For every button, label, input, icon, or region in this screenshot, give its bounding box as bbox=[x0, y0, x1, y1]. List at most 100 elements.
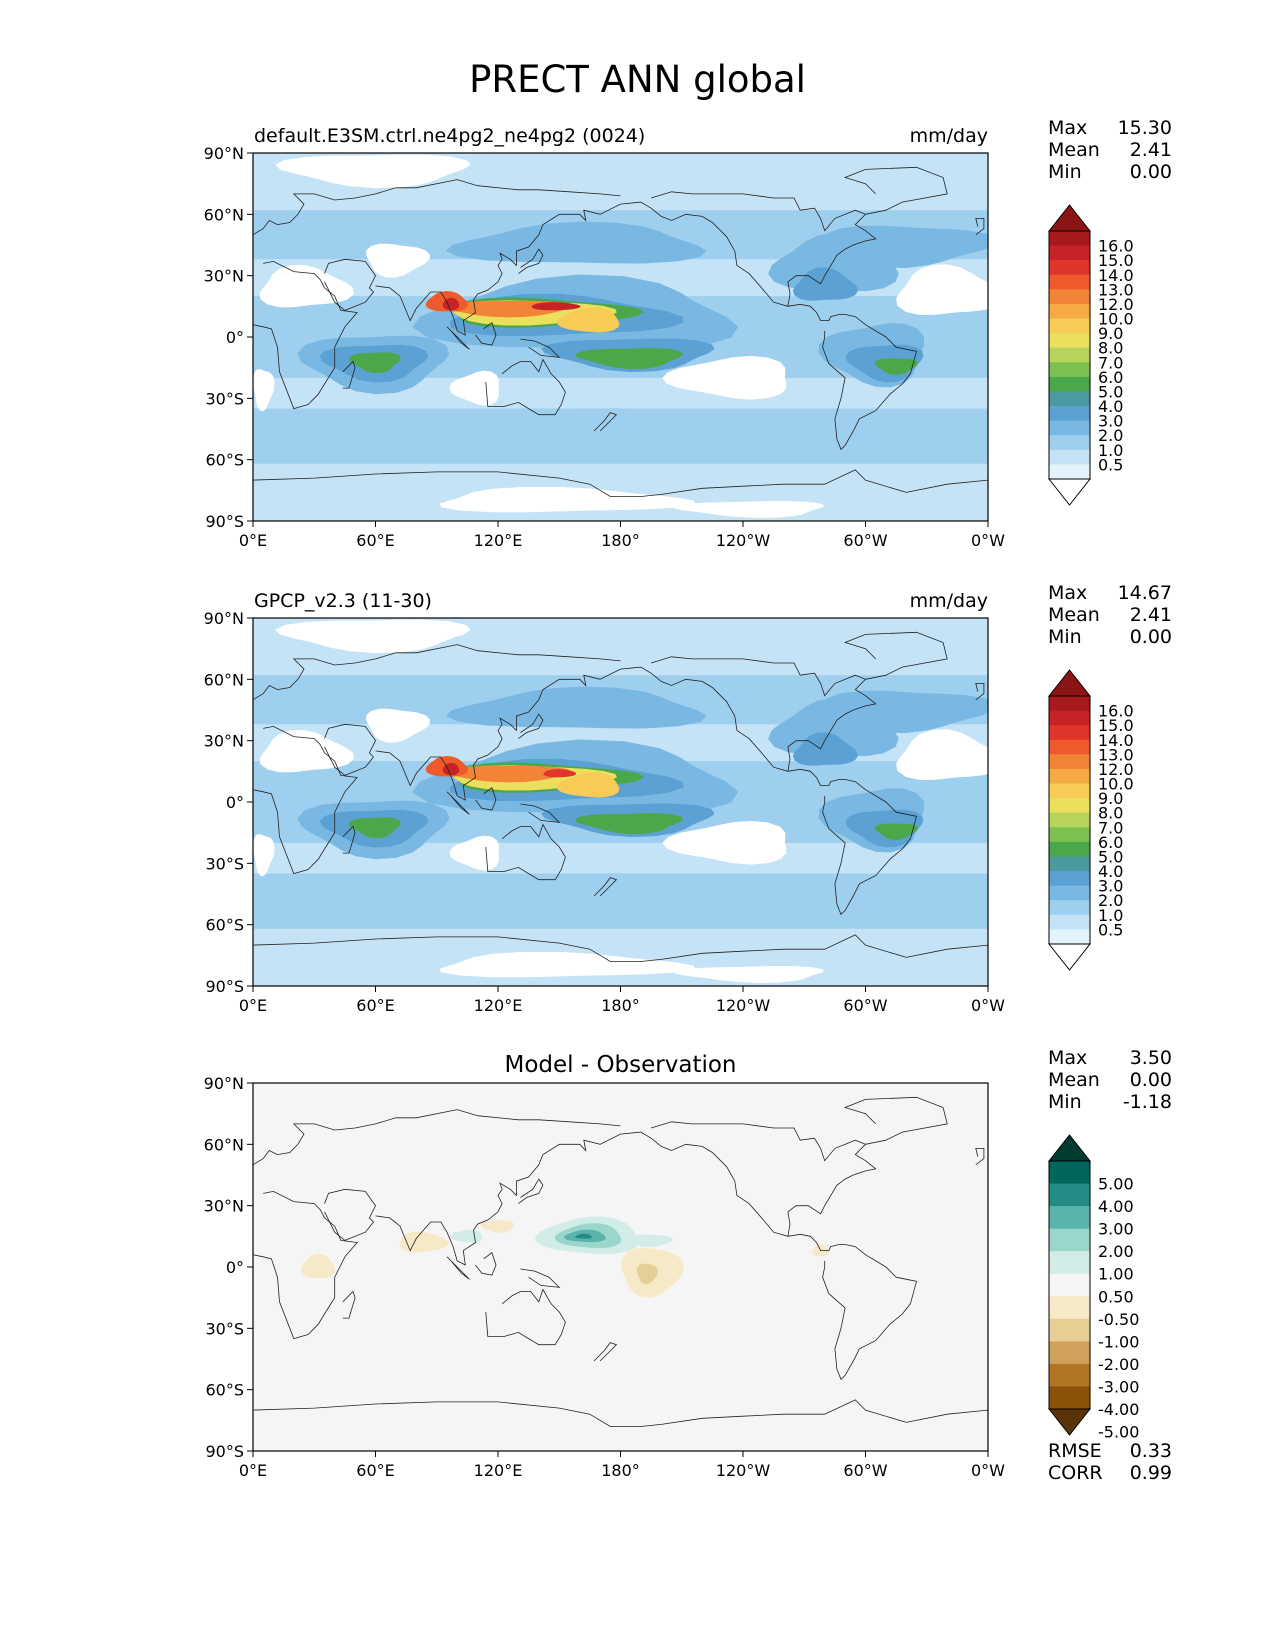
lat-tick-label: 0° bbox=[226, 328, 244, 347]
colorbar-segment bbox=[1049, 1251, 1090, 1275]
colorbar-segment bbox=[1049, 696, 1090, 712]
coastline bbox=[375, 1131, 917, 1381]
lat-tick-label: 90°S bbox=[205, 512, 244, 531]
precip-contour bbox=[874, 358, 919, 375]
coastline bbox=[520, 1268, 561, 1288]
colorbar-segment bbox=[1049, 1363, 1090, 1387]
stat-label: Mean bbox=[1048, 1069, 1100, 1091]
colorbar-label: 2.00 bbox=[1098, 1242, 1134, 1261]
colorbar-label: 10.0 bbox=[1098, 775, 1134, 794]
dry-region bbox=[449, 835, 499, 871]
stat-label: Mean bbox=[1048, 139, 1100, 161]
colorbar-segment bbox=[1049, 900, 1090, 916]
colorbar-label: -2.00 bbox=[1098, 1355, 1139, 1374]
colorbar-label: 5.00 bbox=[1098, 1175, 1134, 1194]
diff-contour bbox=[449, 1229, 483, 1243]
colorbar: 5.00 4.00 3.00 2.00 1.00 0.50 -0.50 -1.00 -2.00 -… bbox=[1047, 1134, 1139, 1442]
lat-tick-label: 90°N bbox=[204, 609, 244, 628]
dry-region bbox=[896, 729, 988, 780]
lat-tick-label: 30°N bbox=[204, 732, 244, 751]
colorbar-label: 0.50 bbox=[1098, 1287, 1134, 1306]
coastline bbox=[253, 934, 988, 962]
coastline bbox=[342, 360, 356, 389]
dry-region bbox=[439, 486, 696, 513]
difference-field bbox=[253, 1083, 988, 1451]
lon-tick-label: 120°W bbox=[716, 1461, 771, 1480]
stat-value: 3.50 bbox=[1130, 1047, 1172, 1069]
lat-tick-label: 30°S bbox=[205, 389, 244, 408]
panel-titles: Model - Observation bbox=[504, 1052, 736, 1078]
stat-value: 14.67 bbox=[1118, 582, 1172, 604]
coastline bbox=[975, 683, 985, 701]
coastline bbox=[650, 191, 877, 307]
lon-tick-label: 60°W bbox=[843, 996, 887, 1015]
precip-contour bbox=[557, 772, 620, 798]
coastline bbox=[342, 1290, 356, 1319]
coastline bbox=[253, 260, 358, 410]
coastline bbox=[253, 179, 621, 236]
colorbar-segment bbox=[1049, 725, 1090, 741]
colorbar-segment bbox=[1049, 245, 1090, 261]
panel-title-left: GPCP_v2.3 (11-30) bbox=[254, 590, 432, 612]
coastline bbox=[520, 338, 561, 358]
colorbar-segment bbox=[1049, 318, 1090, 334]
coastline bbox=[253, 1399, 988, 1427]
dry-region bbox=[366, 243, 430, 278]
field-background bbox=[253, 1083, 988, 1451]
colorbar-extend-max bbox=[1047, 669, 1092, 697]
lat-tick-label: 60°S bbox=[205, 1381, 244, 1400]
colorbar-segment bbox=[1049, 420, 1090, 436]
lon-tick-label: 60°W bbox=[843, 531, 887, 550]
stats-block: Max 15.30 Mean 2.41 Min 0.00 bbox=[1048, 117, 1172, 183]
stat-value: 0.00 bbox=[1130, 1069, 1172, 1091]
lon-tick-label: 0°W bbox=[971, 996, 1005, 1015]
stat-value: -1.18 bbox=[1123, 1091, 1172, 1113]
colorbar-label: 0.5 bbox=[1098, 455, 1123, 474]
lat-tick-label: 60°N bbox=[204, 1135, 244, 1154]
colorbar-segment bbox=[1049, 464, 1090, 480]
dry-region bbox=[662, 355, 787, 400]
axes: 90°N 60°N 30°N 0° 30°S 60°S 90°S0°E 60°E 120°E 18… bbox=[204, 1074, 1006, 1480]
colorbar: 16.015.014.013.012.010.09.08.07.06.05.04… bbox=[1047, 204, 1134, 506]
colorbar-label: 1.0 bbox=[1098, 441, 1123, 460]
colorbar-label: 13.0 bbox=[1098, 745, 1134, 764]
lat-tick-label: 60°S bbox=[205, 451, 244, 470]
precip-contour bbox=[825, 690, 988, 733]
coastline bbox=[475, 1252, 497, 1276]
stat-label: Min bbox=[1048, 161, 1082, 183]
colorbar-label: 15.0 bbox=[1098, 716, 1134, 735]
stat-value: 0.00 bbox=[1130, 161, 1172, 183]
colorbar-segment bbox=[1049, 841, 1090, 857]
colorbar-label: 9.0 bbox=[1098, 324, 1123, 343]
lon-tick-label: 120°W bbox=[716, 996, 771, 1015]
stat-label: Min bbox=[1048, 1091, 1082, 1113]
colorbar-segment bbox=[1049, 827, 1090, 843]
precip-contour bbox=[511, 408, 847, 452]
dry-region bbox=[674, 501, 824, 518]
lat-tick-label: 30°N bbox=[204, 267, 244, 286]
colorbar-segment bbox=[1049, 885, 1090, 901]
colorbar-segment bbox=[1049, 333, 1090, 349]
lon-tick-label: 180° bbox=[601, 531, 640, 550]
colorbar-segment bbox=[1049, 1296, 1090, 1320]
colorbar-segment bbox=[1049, 274, 1090, 290]
colorbar-label: 7.0 bbox=[1098, 818, 1123, 837]
coastline bbox=[253, 725, 358, 875]
diff-contour bbox=[636, 1263, 658, 1285]
colorbar-label: 10.0 bbox=[1098, 310, 1134, 329]
dry-region bbox=[275, 619, 471, 654]
colorbar-label: 8.0 bbox=[1098, 804, 1123, 823]
colorbar-segment bbox=[1049, 303, 1090, 320]
lon-tick-label: 120°W bbox=[716, 531, 771, 550]
stat-label: Mean bbox=[1048, 604, 1100, 626]
colorbar-segment bbox=[1049, 1318, 1090, 1342]
coastline bbox=[975, 217, 985, 236]
lon-tick-label: 60°E bbox=[356, 531, 394, 550]
stats-block: Max 14.67 Mean 2.41 Min 0.00 bbox=[1048, 582, 1172, 648]
colorbar-label: 9.0 bbox=[1098, 789, 1123, 808]
panel-units: mm/day bbox=[910, 125, 988, 147]
colorbar-label: 7.0 bbox=[1098, 353, 1123, 372]
panel-titles: default.E3SM.ctrl.ne4pg2_ne4pg2 (0024) mm… bbox=[254, 125, 988, 147]
map-panel-obs bbox=[253, 618, 988, 986]
panel-title-center: Model - Observation bbox=[504, 1052, 736, 1078]
